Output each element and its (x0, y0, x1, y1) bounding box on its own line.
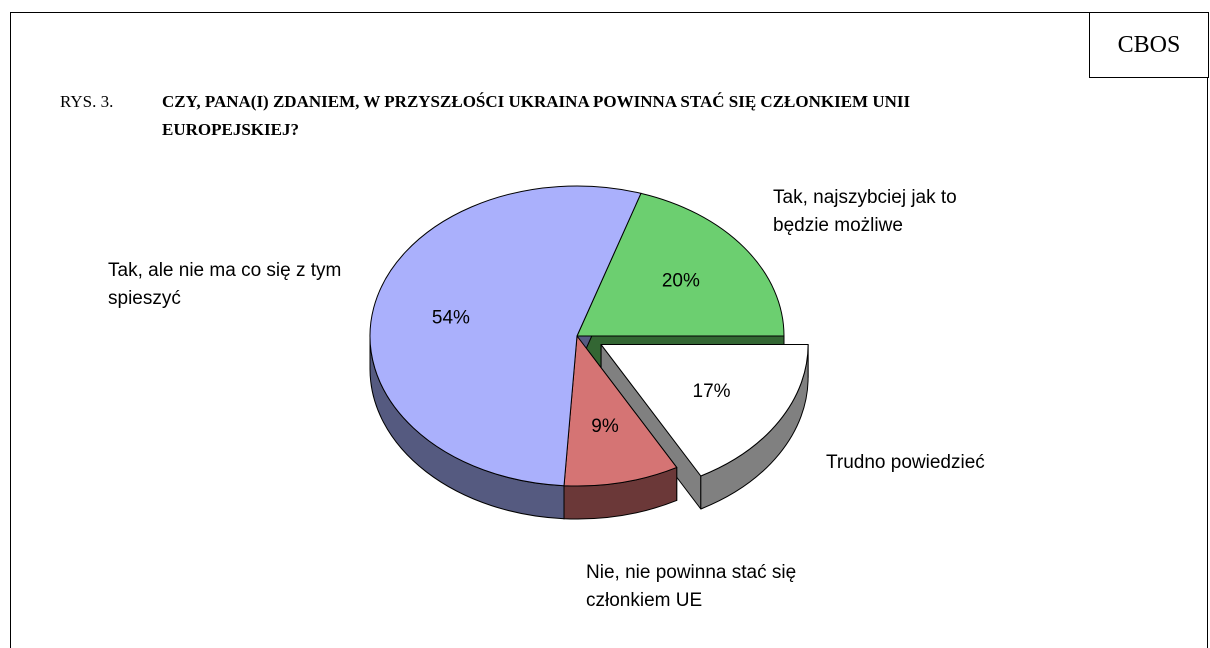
source: CBOS (1089, 12, 1209, 78)
category-label: Trudno powiedzieć (826, 452, 985, 473)
slice (600, 344, 809, 477)
value-label: 17% (693, 381, 731, 402)
value-label: 54% (432, 308, 470, 329)
value-label: 9% (591, 416, 619, 437)
value-label: 20% (662, 270, 700, 291)
category-label: Nie, nie powinna stać się członkiem UE (586, 562, 797, 611)
slice (369, 185, 642, 487)
figure-label: RYS. 3. (60, 92, 114, 111)
category-label: Tak, najszybciej jak to będzie możliwe (773, 187, 957, 236)
chart-title: CZY, PANA(I) ZDANIEM, W PRZYSZŁOŚCI UKRA… (162, 92, 911, 139)
category-label: Tak, ale nie ma co się z tym spieszyć (108, 260, 342, 309)
frame (10, 12, 1208, 648)
slice (563, 335, 678, 487)
slice (576, 192, 785, 337)
